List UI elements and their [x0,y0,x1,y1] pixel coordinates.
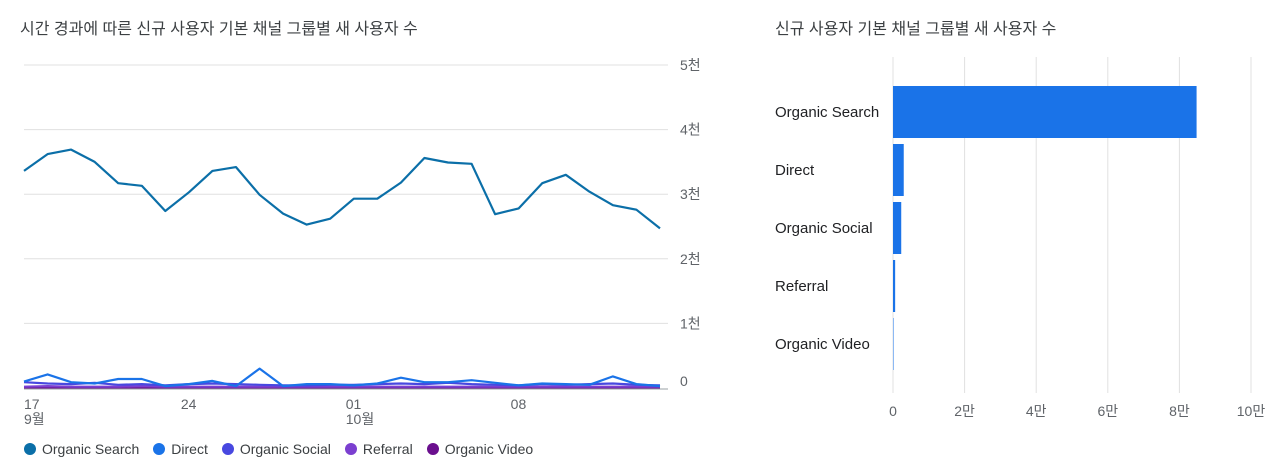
legend-dot-icon [153,443,166,455]
legend-item-organic-social[interactable]: Organic Social [221,441,331,457]
bar-x-tick-label: 0 [889,403,897,419]
line-y-tick-label: 0 [680,373,688,389]
bar-direct[interactable] [893,144,904,196]
line-chart-grid [24,64,668,390]
line-series-referral [23,385,660,388]
legend-label: Organic Search [42,441,140,457]
legend-label: Organic Video [444,441,534,457]
line-x-tick-day: 08 [511,396,527,412]
bar-chart-x-ticks: 0 2만 4만 6만 8만 10만 [889,403,1265,419]
legend-dot-icon [221,443,234,455]
line-y-tick-label: 4천 [680,122,701,138]
legend-dot-icon [24,443,36,455]
bar-x-tick-label: 6만 [1097,403,1118,419]
line-y-tick-label: 3천 [680,186,701,202]
bar-category-label: Organic Social [775,220,873,237]
legend-item-organic-search[interactable]: Organic Search [24,441,139,457]
bar-category-label: Referral [775,278,828,295]
bar-chart-title: 신규 사용자 기본 채널 그룹별 새 사용자 수 [775,21,1057,38]
line-chart-legend: Organic Search Direct Organic Social Referr… [24,441,533,457]
bar-x-tick-label: 8만 [1169,403,1190,419]
line-x-tick-day: 01 [346,396,362,412]
line-y-tick-label: 2천 [680,251,701,267]
bar-chart-bars [893,86,1197,370]
legend-item-referral[interactable]: Referral [344,441,413,457]
line-x-tick-day: 24 [181,396,197,412]
legend-label: Organic Social [239,441,331,457]
line-chart-y-ticks: 0 1천 2천 3천 4천 5천 [680,57,701,389]
bar-referral[interactable] [893,260,896,312]
line-x-tick-day: 17 [24,396,40,412]
legend-item-organic-video[interactable]: Organic Video [426,441,534,457]
bar-organic-video[interactable] [893,318,894,370]
bar-organic-search[interactable] [893,86,1197,138]
legend-label: Referral [362,441,413,457]
line-chart-series [23,148,661,389]
bar-category-label: Organic Search [775,104,879,121]
bar-x-tick-label: 2만 [954,403,975,419]
bar-category-label: Direct [775,162,815,179]
line-y-tick-label: 5천 [680,57,701,73]
line-x-tick-month: 10월 [346,411,374,427]
line-chart-title: 시간 경과에 따른 신규 사용자 기본 채널 그룹별 새 사용자 수 [20,21,418,38]
legend-dot-icon [426,443,439,455]
legend-item-direct[interactable]: Direct [153,441,208,457]
line-x-tick-month: 9월 [24,411,45,427]
line-series-direct [23,367,661,388]
bar-x-tick-label: 10만 [1237,403,1266,419]
line-series-organic-search [23,148,661,230]
line-y-tick-label: 1천 [680,315,701,331]
bar-x-tick-label: 4만 [1026,403,1047,419]
legend-label: Direct [171,441,208,457]
bar-chart-categories: Organic Search Direct Organic Social Referr… [775,104,879,353]
legend-dot-icon [344,443,357,455]
bar-organic-social[interactable] [893,202,902,254]
bar-category-label: Organic Video [775,336,870,353]
